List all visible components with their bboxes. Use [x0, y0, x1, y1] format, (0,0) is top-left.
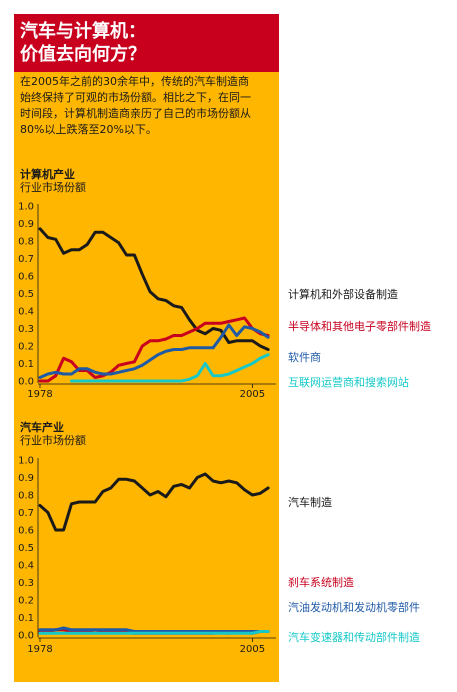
- title-bar: [14, 14, 279, 72]
- auto-y-tick-label: 0.1: [18, 613, 34, 624]
- computer-x-tick-label: 2005: [240, 389, 265, 400]
- auto-y-tick-label: 0.4: [18, 561, 34, 572]
- computer-y-tick-label: 0.8: [18, 237, 34, 248]
- auto-y-tick-label: 0.8: [18, 491, 34, 502]
- computer-chart-ylabel: 行业市场份额: [20, 181, 86, 194]
- legend-auto-manufacturing: 汽车制造: [288, 496, 332, 509]
- computer-series-line-0: [38, 227, 270, 351]
- computer-y-tick-label: 0.7: [18, 254, 34, 265]
- intro-line-1: 在2005年之前的30余年中，传统的汽车制造商: [20, 75, 249, 88]
- computer-y-tick-label: 0.5: [18, 289, 34, 300]
- auto-series-line-2: [38, 626, 270, 633]
- title-line-1: 汽车与计算机：: [20, 21, 146, 42]
- computer-y-tick-label: 0.2: [18, 342, 34, 353]
- intro-line-4: 80%以上跌落至20%以下。: [20, 123, 157, 136]
- auto-y-tick-label: 1.0: [18, 456, 34, 467]
- auto-chart-ylabel: 行业市场份额: [20, 434, 86, 447]
- computer-y-tick-label: 0.6: [18, 272, 34, 283]
- computer-y-tick-label: 0.3: [18, 324, 34, 335]
- legend-engines: 汽油发动机和发动机零部件: [288, 601, 420, 614]
- computer-y-tick-label: 1.0: [18, 202, 34, 213]
- auto-y-tick-label: 0.6: [18, 526, 34, 537]
- computer-x-tick-label: 1978: [27, 389, 52, 400]
- computer-y-tick-label: 0.9: [18, 219, 34, 230]
- computer-series-line-3: [70, 353, 270, 383]
- auto-y-tick-label: 0.0: [18, 631, 34, 642]
- computer-chart-title: 计算机产业: [20, 168, 75, 181]
- computer-y-tick-label: 0.4: [18, 307, 34, 318]
- legend-semiconductors: 半导体和其他电子零部件制造: [288, 320, 431, 333]
- auto-x-tick-label: 2005: [240, 644, 265, 655]
- computer-y-tick-label: 0.0: [18, 377, 34, 388]
- auto-series-line-0: [38, 472, 270, 532]
- background-panel: [14, 14, 279, 682]
- legend-transmission: 汽车变速器和传动部件制造: [288, 631, 420, 644]
- computer-series-line-2: [38, 323, 270, 379]
- auto-y-tick-label: 0.3: [18, 578, 34, 589]
- legend-brakes: 刹车系统制造: [288, 576, 354, 589]
- auto-y-tick-label: 0.9: [18, 473, 34, 484]
- intro-line-2: 始终保持了可观的市场份额。相比之下，在同一: [20, 91, 251, 104]
- auto-y-tick-label: 0.5: [18, 543, 34, 554]
- intro-line-3: 时间段，计算机制造商亲历了自己的市场份额从: [20, 107, 251, 120]
- title-line-2: 价值去向何方？: [20, 44, 146, 65]
- auto-chart-title: 汽车产业: [20, 421, 64, 434]
- auto-y-tick-label: 0.7: [18, 508, 34, 519]
- auto-series-line-3: [38, 630, 270, 635]
- legend-computer-hardware: 计算机和外部设备制造: [288, 288, 398, 301]
- computer-y-tick-label: 0.1: [18, 359, 34, 370]
- legend-software: 软件商: [288, 351, 321, 364]
- auto-y-tick-label: 0.2: [18, 596, 34, 607]
- auto-x-tick-label: 1978: [27, 644, 52, 655]
- legend-internet: 互联网运营商和搜索网站: [288, 376, 409, 389]
